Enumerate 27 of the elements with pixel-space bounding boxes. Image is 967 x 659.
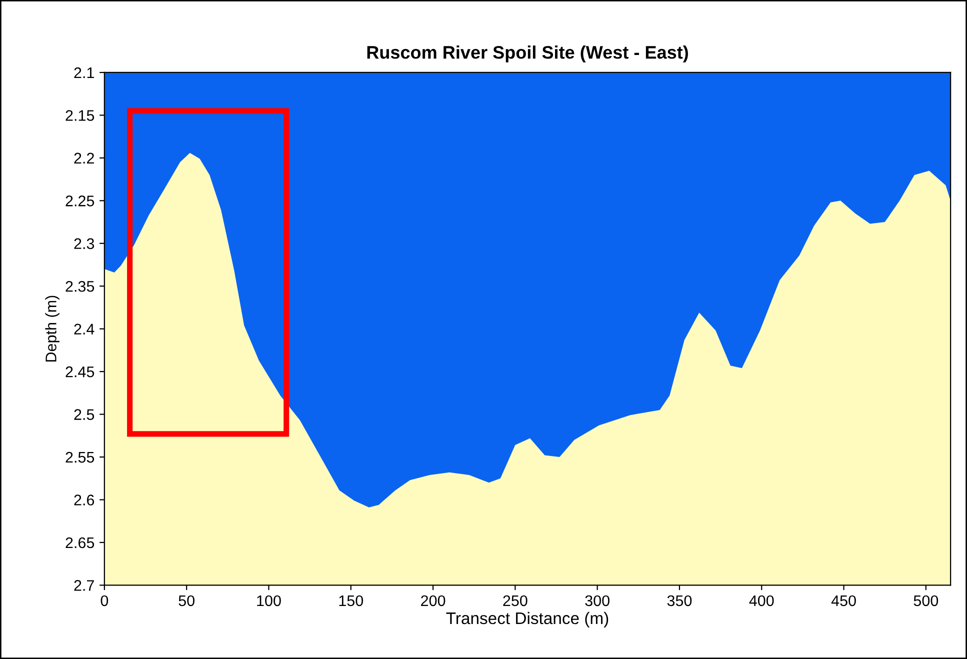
x-tick-label: 250 bbox=[503, 595, 528, 606]
x-tick-label: 450 bbox=[831, 595, 856, 606]
y-tick-label: 2.7 bbox=[74, 580, 94, 591]
y-tick-label: 2.3 bbox=[74, 238, 94, 250]
chart-title: Ruscom River Spoil Site (West - East) bbox=[367, 46, 688, 62]
y-axis-title: Depth (m) bbox=[45, 296, 60, 362]
y-tick-label: 2.2 bbox=[74, 152, 94, 164]
y-tick-label: 2.6 bbox=[74, 494, 94, 506]
y-tick-label: 2.35 bbox=[66, 280, 94, 292]
x-tick-label: 400 bbox=[749, 595, 774, 606]
y-tick-label: 2.25 bbox=[66, 196, 94, 206]
x-tick-label: 150 bbox=[339, 595, 364, 606]
y-tick-label: 2.15 bbox=[66, 110, 94, 121]
x-tick-label: 50 bbox=[178, 595, 194, 606]
x-tick-label: 100 bbox=[257, 595, 281, 606]
x-tick-label: 350 bbox=[667, 595, 692, 606]
x-axis-title: Transect Distance (m) bbox=[446, 612, 608, 628]
y-tick-label: 2.65 bbox=[66, 537, 94, 548]
x-tick-label: 500 bbox=[914, 595, 938, 606]
y-tick-label: 2.5 bbox=[74, 409, 94, 420]
x-tick-label: 0 bbox=[100, 595, 108, 606]
y-tick-label: 2.1 bbox=[74, 67, 94, 78]
x-tick-label: 300 bbox=[585, 595, 610, 606]
y-tick-label: 2.4 bbox=[74, 324, 94, 334]
y-tick-label: 2.55 bbox=[66, 452, 94, 463]
y-tick-label: 2.45 bbox=[66, 366, 94, 378]
x-tick-label: 200 bbox=[421, 595, 446, 606]
